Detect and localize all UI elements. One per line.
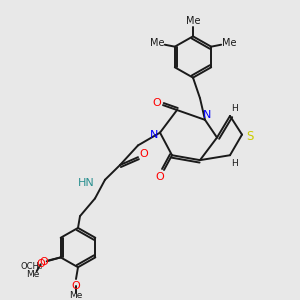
Text: O: O bbox=[72, 281, 80, 291]
Text: N: N bbox=[203, 110, 211, 120]
Text: OCH₃: OCH₃ bbox=[21, 262, 43, 271]
Text: O: O bbox=[153, 98, 161, 108]
Text: O: O bbox=[39, 257, 48, 267]
Text: N: N bbox=[150, 130, 158, 140]
Text: Me: Me bbox=[69, 291, 83, 300]
Text: O: O bbox=[156, 172, 164, 182]
Text: Me: Me bbox=[186, 16, 200, 26]
Text: S: S bbox=[246, 130, 254, 143]
Text: H: H bbox=[231, 159, 237, 168]
Text: Me: Me bbox=[222, 38, 236, 48]
Text: Me: Me bbox=[150, 38, 164, 48]
Text: HN: HN bbox=[78, 178, 95, 188]
Text: Me: Me bbox=[26, 270, 39, 279]
Text: H: H bbox=[231, 103, 237, 112]
Text: O: O bbox=[36, 259, 45, 269]
Text: O: O bbox=[140, 149, 148, 159]
